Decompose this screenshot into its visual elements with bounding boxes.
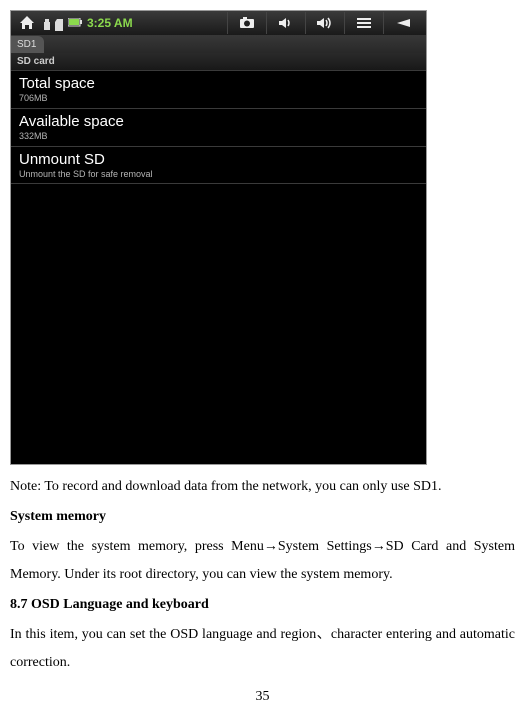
clock-time: 3:25 AM <box>87 16 133 30</box>
item-title: Total space <box>19 75 418 93</box>
para-system-memory: To view the system memory, press Menu→Sy… <box>10 533 515 589</box>
document-text: Note: To record and download data from t… <box>10 473 515 677</box>
item-title: Available space <box>19 113 418 131</box>
item-total-space: Total space 706MB <box>11 71 426 109</box>
section-header-sdcard: SD card <box>11 53 426 71</box>
item-subtitle: Unmount the SD for safe removal <box>19 169 418 180</box>
tab-sd1[interactable]: SD1 <box>11 36 44 53</box>
menu-icon[interactable] <box>344 12 383 34</box>
status-bar: 3:25 AM <box>11 11 426 35</box>
heading-osd-language: 8.7 OSD Language and keyboard <box>10 591 515 619</box>
volume-down-icon[interactable] <box>266 12 305 34</box>
volume-up-icon[interactable] <box>305 12 344 34</box>
item-unmount-sd[interactable]: Unmount SD Unmount the SD for safe remov… <box>11 147 426 185</box>
sd-icon <box>55 18 65 28</box>
heading-system-memory: System memory <box>10 503 515 531</box>
tab-row: SD1 <box>11 35 426 53</box>
home-icon[interactable] <box>15 12 39 34</box>
para-osd-language: In this item, you can set the OSD langua… <box>10 621 515 677</box>
usb-icon <box>42 18 52 28</box>
page-number: 35 <box>10 689 515 705</box>
android-screenshot: 3:25 AM SD1 <box>10 10 427 465</box>
back-icon[interactable] <box>383 12 422 34</box>
item-subtitle: 706MB <box>19 93 418 104</box>
item-available-space: Available space 332MB <box>11 109 426 147</box>
item-title: Unmount SD <box>19 151 418 169</box>
camera-icon[interactable] <box>227 12 266 34</box>
item-subtitle: 332MB <box>19 131 418 142</box>
blank-area <box>11 184 426 464</box>
battery-icon <box>68 14 82 32</box>
note-text: Note: To record and download data from t… <box>10 473 515 501</box>
